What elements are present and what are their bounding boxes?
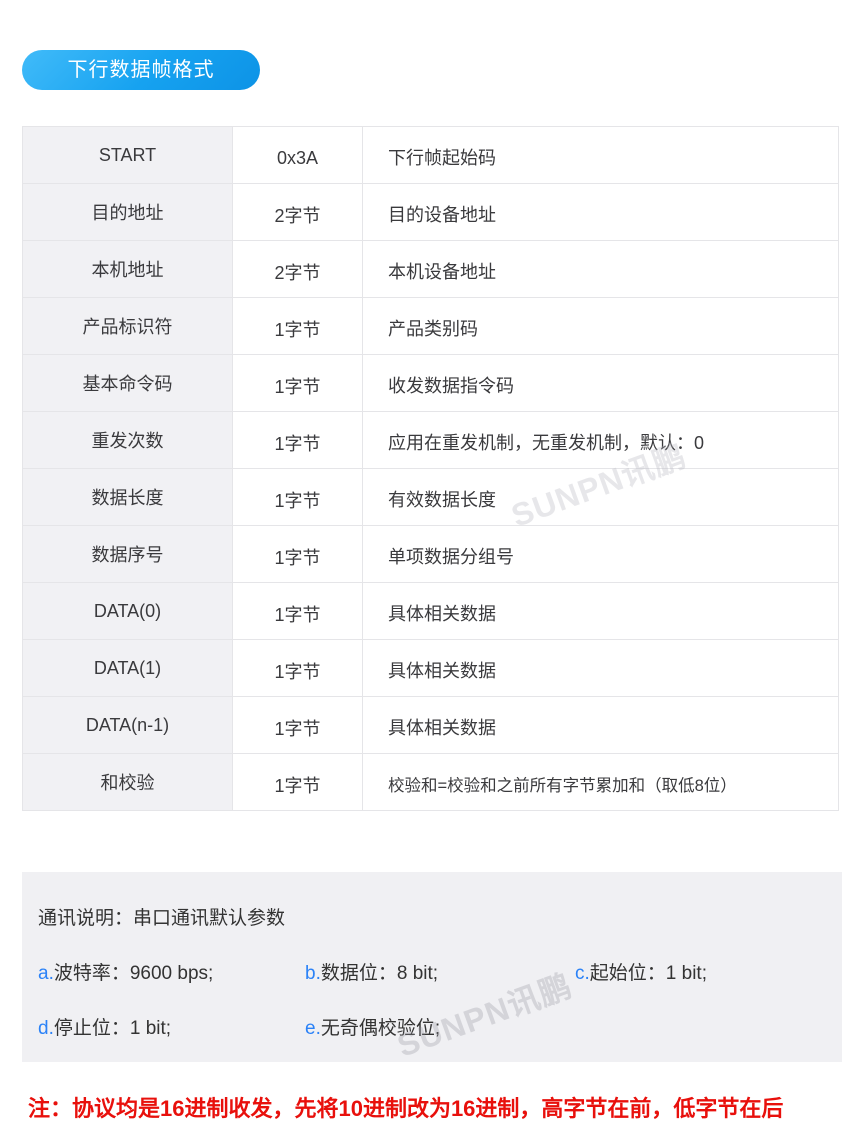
- table-row: START 0x3A 下行帧起始码: [22, 126, 839, 184]
- length-cell: 1字节: [232, 753, 363, 811]
- table-row: DATA(0) 1字节 具体相关数据: [22, 582, 839, 640]
- frame-table-body: START 0x3A 下行帧起始码 目的地址 2字节 目的设备地址 本机地址 2…: [22, 126, 839, 811]
- field-cell: 和校验: [22, 753, 233, 811]
- desc-cell: 有效数据长度: [362, 468, 839, 526]
- field-cell: 基本命令码: [22, 354, 233, 412]
- length-cell: 1字节: [232, 297, 363, 355]
- footnote-red-text: 注：协议均是16进制收发，先将10进制改为16进制，高字节在前，低字节在后: [28, 1096, 784, 1121]
- field-cell: DATA(1): [22, 639, 233, 697]
- note-item: d.停止位：1 bit;: [38, 1016, 305, 1042]
- field-cell: 目的地址: [22, 183, 233, 241]
- length-cell: 2字节: [232, 183, 363, 241]
- note-item: a.波特率：9600 bps;: [38, 961, 305, 987]
- desc-cell: 具体相关数据: [362, 582, 839, 640]
- note-text: 波特率：9600 bps;: [53, 963, 214, 984]
- length-cell: 1字节: [232, 354, 363, 412]
- length-cell: 2字节: [232, 240, 363, 298]
- comm-notes-panel: 通讯说明：串口通讯默认参数 a.波特率：9600 bps; b.数据位：8 bi…: [22, 872, 842, 1062]
- table-row: 和校验 1字节 校验和=校验和之前所有字节累加和（取低8位）: [22, 753, 839, 811]
- comm-notes-title: 通讯说明：串口通讯默认参数: [38, 908, 286, 929]
- title-badge: 下行数据帧格式: [22, 50, 260, 90]
- field-cell: 重发次数: [22, 411, 233, 469]
- desc-cell: 应用在重发机制，无重发机制，默认：0: [362, 411, 839, 469]
- note-item: b.数据位：8 bit;: [305, 961, 575, 987]
- note-key: b.: [305, 963, 321, 984]
- table-row: 数据序号 1字节 单项数据分组号: [22, 525, 839, 583]
- desc-cell: 单项数据分组号: [362, 525, 839, 583]
- desc-cell: 下行帧起始码: [362, 126, 839, 184]
- desc-cell: 产品类别码: [362, 297, 839, 355]
- note-text: 无奇偶校验位;: [320, 1018, 441, 1039]
- desc-cell: 收发数据指令码: [362, 354, 839, 412]
- table-row: DATA(n-1) 1字节 具体相关数据: [22, 696, 839, 754]
- field-cell: START: [22, 126, 233, 184]
- desc-cell: 本机设备地址: [362, 240, 839, 298]
- field-cell: 数据长度: [22, 468, 233, 526]
- table-row: 产品标识符 1字节 产品类别码: [22, 297, 839, 355]
- note-item: e.无奇偶校验位;: [305, 1016, 575, 1042]
- table-row: DATA(1) 1字节 具体相关数据: [22, 639, 839, 697]
- desc-cell: 具体相关数据: [362, 696, 839, 754]
- frame-format-table: START 0x3A 下行帧起始码 目的地址 2字节 目的设备地址 本机地址 2…: [22, 126, 839, 811]
- note-key: a.: [38, 963, 54, 984]
- desc-cell: 目的设备地址: [362, 183, 839, 241]
- note-key: d.: [38, 1018, 54, 1039]
- length-cell: 1字节: [232, 468, 363, 526]
- desc-cell: 具体相关数据: [362, 639, 839, 697]
- length-cell: 1字节: [232, 582, 363, 640]
- note-row-2: d.停止位：1 bit; e.无奇偶校验位;: [38, 1016, 826, 1042]
- length-cell: 1字节: [232, 411, 363, 469]
- field-cell: 数据序号: [22, 525, 233, 583]
- table-row: 数据长度 1字节 有效数据长度: [22, 468, 839, 526]
- table-row: 目的地址 2字节 目的设备地址: [22, 183, 839, 241]
- field-cell: 本机地址: [22, 240, 233, 298]
- table-row: 本机地址 2字节 本机设备地址: [22, 240, 839, 298]
- length-cell: 1字节: [232, 639, 363, 697]
- table-row: 基本命令码 1字节 收发数据指令码: [22, 354, 839, 412]
- note-row-1: a.波特率：9600 bps; b.数据位：8 bit; c.起始位：1 bit…: [38, 961, 826, 987]
- length-cell: 1字节: [232, 525, 363, 583]
- note-text: 起始位：1 bit;: [589, 963, 707, 984]
- note-text: 数据位：8 bit;: [320, 963, 439, 984]
- note-text: 停止位：1 bit;: [53, 1018, 172, 1039]
- note-item: c.起始位：1 bit;: [575, 961, 826, 987]
- field-cell: DATA(0): [22, 582, 233, 640]
- field-cell: 产品标识符: [22, 297, 233, 355]
- desc-cell: 校验和=校验和之前所有字节累加和（取低8位）: [362, 753, 839, 811]
- note-key: c.: [575, 963, 590, 984]
- field-cell: DATA(n-1): [22, 696, 233, 754]
- note-key: e.: [305, 1018, 321, 1039]
- length-cell: 1字节: [232, 696, 363, 754]
- length-cell: 0x3A: [232, 126, 363, 184]
- table-row: 重发次数 1字节 应用在重发机制，无重发机制，默认：0: [22, 411, 839, 469]
